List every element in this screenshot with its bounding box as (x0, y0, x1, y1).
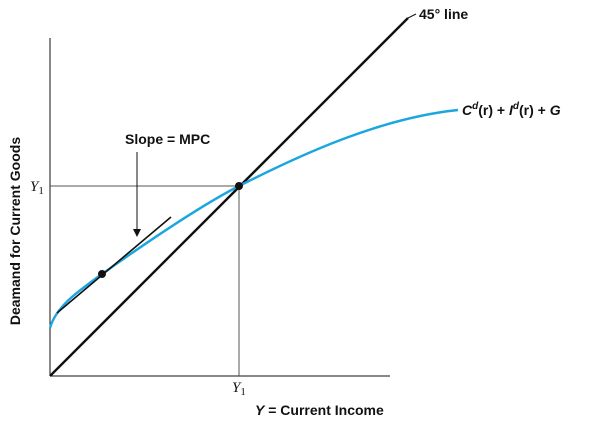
y-axis-label: Deamand for Current Goods (7, 137, 23, 325)
demand-curve (48, 108, 459, 329)
slope-annotation: Slope = MPC (125, 131, 210, 147)
forty-five-degree-line (49, 17, 409, 377)
y1-label-y-axis: Y1 (30, 179, 44, 197)
forty-five-line-label: 45° line (419, 6, 468, 22)
x-axis-label: Y = Current Income (255, 402, 384, 418)
demand-curve-label: Cd(r) + Id(r) + G (462, 101, 561, 118)
y1-label-x-axis: Y1 (232, 380, 246, 398)
tangent-point (98, 270, 106, 278)
forty-five-label-leader (407, 13, 417, 19)
tangent-line (56, 216, 172, 314)
equilibrium-point (235, 182, 243, 190)
